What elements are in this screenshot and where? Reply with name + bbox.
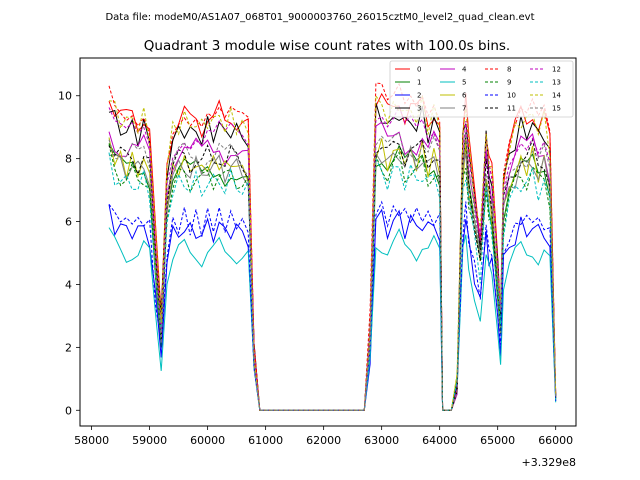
legend-label-8: 8 xyxy=(507,66,511,74)
x-tick-label: 58000 xyxy=(74,434,109,447)
legend-label-2: 2 xyxy=(417,92,421,100)
y-tick-label: 10 xyxy=(58,90,72,103)
legend-label-15: 15 xyxy=(552,105,561,113)
x-tick-label: 62000 xyxy=(306,434,341,447)
legend-label-9: 9 xyxy=(507,79,511,87)
x-tick-label: 63000 xyxy=(364,434,399,447)
y-tick-label: 6 xyxy=(65,216,72,229)
series-line-5 xyxy=(108,227,557,411)
y-tick-label: 8 xyxy=(65,153,72,166)
legend-label-6: 6 xyxy=(462,92,467,100)
legend-label-5: 5 xyxy=(462,79,466,87)
series-line-11 xyxy=(108,132,557,411)
series-line-2 xyxy=(108,204,557,411)
figure-suptitle: Data file: modeM0/AS1A07_068T01_90000037… xyxy=(105,12,534,23)
y-tick-label: 0 xyxy=(65,404,72,417)
x-tick-label: 66000 xyxy=(538,434,573,447)
x-tick-label: 65000 xyxy=(480,434,515,447)
legend-label-3: 3 xyxy=(417,105,421,113)
x-tick-label: 60000 xyxy=(190,434,225,447)
series-line-15 xyxy=(108,131,557,411)
legend-label-13: 13 xyxy=(552,79,561,87)
series-line-10 xyxy=(108,200,557,411)
x-offset-label: +3.329e8 xyxy=(522,456,576,469)
legend-label-10: 10 xyxy=(507,92,516,100)
series-line-13 xyxy=(108,152,557,411)
legend-label-14: 14 xyxy=(552,92,561,100)
chart-title: Quadrant 3 module wise count rates with … xyxy=(144,38,510,54)
axes-frame xyxy=(79,57,577,427)
legend-label-0: 0 xyxy=(417,66,421,74)
series-line-14 xyxy=(108,94,557,411)
legend-label-7: 7 xyxy=(462,105,466,113)
x-axis: 58000 59000 60000 61000 62000 63000 64000 65000… xyxy=(74,426,573,447)
x-tick-label: 64000 xyxy=(422,434,457,447)
legend-box xyxy=(389,60,574,118)
series-lines xyxy=(108,82,557,411)
legend-label-12: 12 xyxy=(552,66,561,74)
legend-label-11: 11 xyxy=(507,105,516,113)
x-tick-label: 59000 xyxy=(132,434,167,447)
x-tick-label: 61000 xyxy=(248,434,283,447)
legend-label-4: 4 xyxy=(462,66,467,74)
legend-label-1: 1 xyxy=(417,79,421,87)
plot-area: 58000 59000 60000 61000 62000 63000 64000 65000… xyxy=(58,57,577,469)
series-line-12 xyxy=(108,104,557,411)
y-tick-label: 4 xyxy=(65,278,72,291)
y-tick-label: 2 xyxy=(65,341,72,354)
y-axis: 0 2 4 6 8 10 xyxy=(58,90,80,417)
